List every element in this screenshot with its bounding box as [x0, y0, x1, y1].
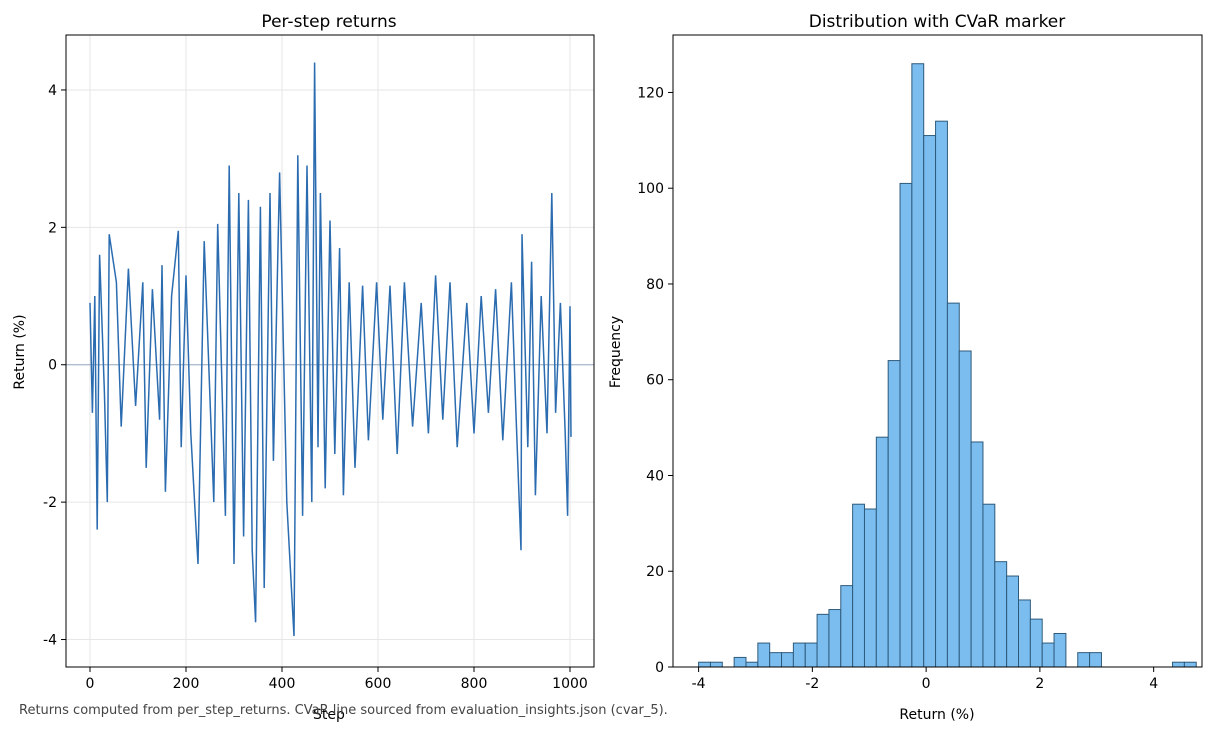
histogram-bar	[875, 436, 889, 668]
histogram-y-label: Frequency	[608, 316, 624, 388]
x-tick-label: 800	[461, 676, 488, 692]
histogram-bar	[1006, 575, 1020, 668]
histogram-bar	[1089, 652, 1102, 668]
histogram-bar	[769, 652, 783, 668]
y-tick-label: 20	[646, 564, 664, 580]
histogram-bar	[935, 120, 948, 668]
y-tick-label: 60	[646, 373, 664, 389]
line-chart-x-label: Step	[313, 707, 345, 723]
histogram-bar	[970, 441, 984, 668]
y-tick-label: 0	[655, 660, 664, 676]
y-tick-label: -2	[43, 495, 57, 511]
histogram-bar	[1053, 632, 1067, 668]
histogram-bar	[958, 350, 972, 668]
histogram-bar	[1041, 642, 1055, 668]
histogram-bar	[852, 503, 865, 668]
y-tick-label: 100	[637, 181, 664, 197]
y-tick-label: 2	[48, 220, 57, 236]
histogram-bar	[911, 63, 925, 668]
line-chart-y-ticks: -4 -2 0 2 4	[43, 83, 66, 649]
histogram-y-ticks: 0 20 40 60 80 100 120	[637, 85, 673, 676]
histogram-title: Distribution with CVaR marker	[809, 12, 1066, 32]
histogram-bar	[745, 661, 759, 668]
y-tick-label: 0	[48, 358, 57, 374]
histogram-panel: Distribution with CVaR marker -4 -2 0 2 4 0 2…	[608, 12, 1203, 723]
x-tick-label: 4	[1149, 676, 1158, 692]
histogram-bar	[923, 135, 937, 668]
y-tick-label: 4	[48, 83, 57, 99]
x-tick-label: 600	[365, 676, 392, 692]
line-chart-panel: Per-step returns 0 200 400 600 800 1000 -4 -2 0…	[12, 12, 595, 723]
histogram-bar	[1029, 618, 1043, 668]
histogram-bar	[840, 585, 854, 668]
line-chart-frame	[65, 34, 595, 668]
figure-caption: Returns computed from per_step_returns. …	[19, 703, 668, 718]
histogram-bar	[887, 360, 901, 668]
line-chart-grid	[66, 35, 594, 667]
histogram-bar	[1183, 661, 1197, 668]
histogram-bar	[816, 613, 830, 668]
returns-line-series	[89, 62, 572, 637]
histogram-bar	[792, 642, 806, 668]
histogram-bar	[828, 609, 842, 668]
histogram-bar	[863, 508, 877, 668]
histogram-bar	[781, 652, 794, 668]
y-tick-label: 80	[646, 277, 664, 293]
histogram-bar	[804, 642, 818, 668]
histogram-frame	[672, 34, 1203, 668]
x-tick-label: 0	[922, 676, 931, 692]
x-tick-label: 400	[269, 676, 296, 692]
x-tick-label: -4	[692, 676, 706, 692]
histogram-bar	[733, 656, 747, 668]
histogram-bar	[698, 661, 711, 668]
line-chart-title: Per-step returns	[261, 12, 396, 32]
histogram-bar	[994, 561, 1008, 668]
histogram-bar	[946, 302, 960, 668]
x-tick-label: 0	[86, 676, 95, 692]
x-tick-label: 2	[1035, 676, 1044, 692]
histogram-x-ticks: -4 -2 0 2 4	[692, 667, 1158, 692]
y-tick-label: 120	[637, 85, 664, 101]
histogram-x-label: Return (%)	[899, 707, 974, 723]
histogram-bar	[757, 642, 771, 668]
histogram-bar	[1018, 599, 1031, 668]
line-chart-x-ticks: 0 200 400 600 800 1000	[86, 667, 588, 692]
histogram-bar	[982, 503, 996, 668]
y-tick-label: -4	[43, 633, 57, 649]
histogram-bar	[1172, 661, 1185, 668]
line-chart-y-label: Return (%)	[12, 314, 28, 389]
x-tick-label: 200	[173, 676, 200, 692]
histogram-bar	[1077, 652, 1091, 668]
y-tick-label: 40	[646, 468, 664, 484]
histogram-bar	[899, 182, 913, 668]
histogram-bars	[698, 63, 1197, 668]
x-tick-label: -2	[805, 676, 819, 692]
x-tick-label: 1000	[552, 676, 588, 692]
histogram-bar	[709, 661, 723, 668]
